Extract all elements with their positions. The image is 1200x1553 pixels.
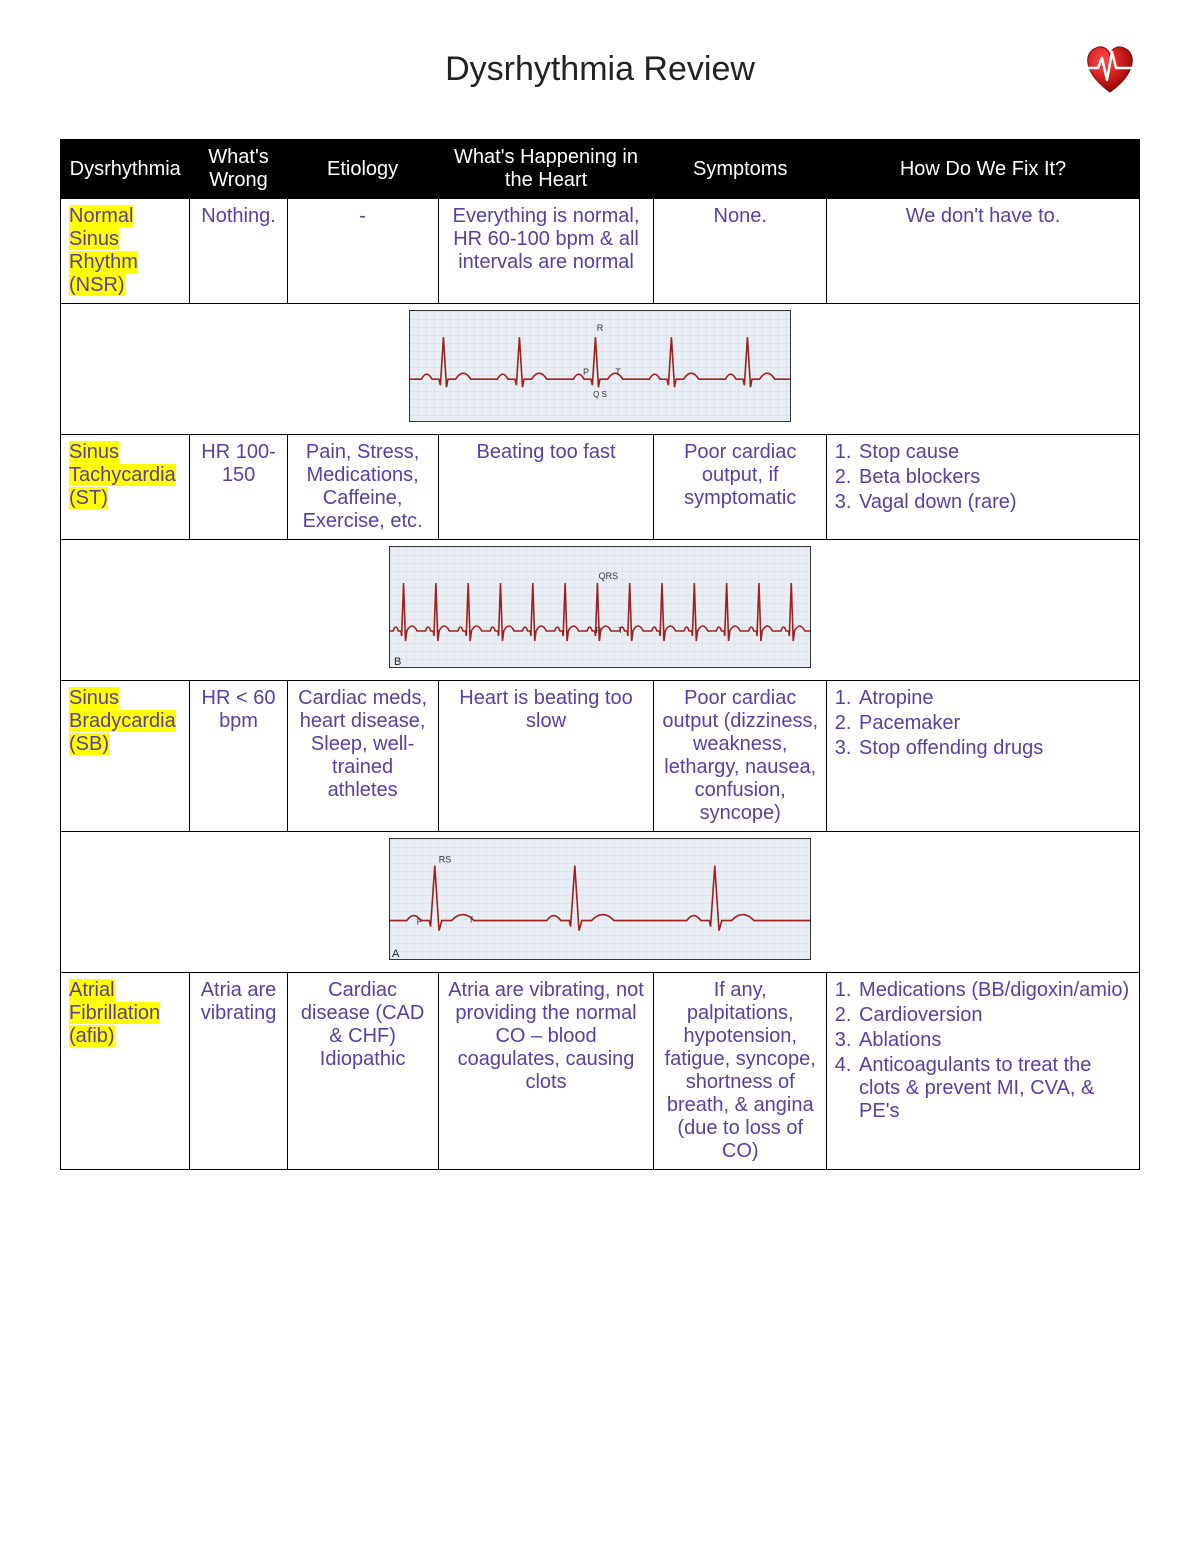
- svg-text:A: A: [392, 948, 400, 959]
- svg-text:T: T: [615, 367, 621, 377]
- fix: Stop causeBeta blockersVagal down (rare): [827, 435, 1140, 540]
- page-title: Dysrhythmia Review: [445, 50, 755, 89]
- dysrhythmia-name: Atrial Fibrillation (afib): [61, 973, 190, 1170]
- table-header: Symptoms: [654, 140, 827, 199]
- ecg-row: QRS P T B: [61, 540, 1140, 681]
- happening: Atria are vibrating, not providing the n…: [438, 973, 654, 1170]
- table-row: Sinus Tachycardia (ST)HR 100-150Pain, St…: [61, 435, 1140, 540]
- ecg-row: RS P T A: [61, 832, 1140, 973]
- svg-text:T: T: [618, 626, 623, 635]
- svg-text:Q S: Q S: [593, 390, 607, 399]
- table-row: Atrial Fibrillation (afib)Atria are vibr…: [61, 973, 1140, 1170]
- dysrhythmia-name: Normal Sinus Rhythm (NSR): [61, 199, 190, 304]
- fix-item: Atropine: [857, 687, 1131, 712]
- fix: AtropinePacemakerStop offending drugs: [827, 681, 1140, 832]
- fix-item: Stop offending drugs: [857, 737, 1131, 762]
- fix-item: Vagal down (rare): [857, 491, 1131, 516]
- table-header: What's Happening in the Heart: [438, 140, 654, 199]
- svg-text:T: T: [469, 916, 474, 925]
- fix: We don't have to.: [827, 199, 1140, 304]
- svg-text:RS: RS: [439, 855, 452, 865]
- fix-item: Medications (BB/digoxin/amio): [857, 979, 1131, 1004]
- etiology: -: [287, 199, 438, 304]
- symptoms: Poor cardiac output, if symptomatic: [654, 435, 827, 540]
- symptoms: None.: [654, 199, 827, 304]
- table-header: Etiology: [287, 140, 438, 199]
- fix-item: Pacemaker: [857, 712, 1131, 737]
- ecg-row: R P T Q S: [61, 304, 1140, 435]
- etiology: Pain, Stress, Medications, Caffeine, Exe…: [287, 435, 438, 540]
- whats-wrong: Nothing.: [190, 199, 287, 304]
- whats-wrong: HR 100-150: [190, 435, 287, 540]
- table-header: Dysrhythmia: [61, 140, 190, 199]
- fix: Medications (BB/digoxin/amio)Cardioversi…: [827, 973, 1140, 1170]
- ecg-strip: RS P T A: [61, 832, 1140, 973]
- fix-item: Ablations: [857, 1029, 1131, 1054]
- symptoms: If any, palpitations, hypotension, fatig…: [654, 973, 827, 1170]
- fix-item: Anticoagulants to treat the clots & prev…: [857, 1054, 1131, 1125]
- svg-text:B: B: [394, 656, 401, 667]
- fix-item: Beta blockers: [857, 466, 1131, 491]
- etiology: Cardiac meds, heart disease, Sleep, well…: [287, 681, 438, 832]
- svg-text:QRS: QRS: [599, 571, 619, 581]
- happening: Everything is normal, HR 60-100 bpm & al…: [438, 199, 654, 304]
- dysrhythmia-name: Sinus Tachycardia (ST): [61, 435, 190, 540]
- svg-text:R: R: [597, 323, 604, 333]
- dysrhythmia-table: DysrhythmiaWhat's WrongEtiologyWhat's Ha…: [60, 139, 1140, 1170]
- whats-wrong: Atria are vibrating: [190, 973, 287, 1170]
- table-row: Sinus Bradycardia (SB)HR < 60 bpmCardiac…: [61, 681, 1140, 832]
- table-header: How Do We Fix It?: [827, 140, 1140, 199]
- fix-item: Cardioversion: [857, 1004, 1131, 1029]
- happening: Beating too fast: [438, 435, 654, 540]
- happening: Heart is beating too slow: [438, 681, 654, 832]
- svg-text:P: P: [417, 918, 422, 927]
- symptoms: Poor cardiac output (dizziness, weakness…: [654, 681, 827, 832]
- svg-text:P: P: [596, 626, 601, 635]
- dysrhythmia-name: Sinus Bradycardia (SB): [61, 681, 190, 832]
- ecg-strip: QRS P T B: [61, 540, 1140, 681]
- ecg-strip: R P T Q S: [61, 304, 1140, 435]
- fix-item: Stop cause: [857, 441, 1131, 466]
- whats-wrong: HR < 60 bpm: [190, 681, 287, 832]
- svg-text:P: P: [583, 367, 589, 377]
- table-row: Normal Sinus Rhythm (NSR)Nothing.-Everyt…: [61, 199, 1140, 304]
- heart-icon: [1080, 40, 1140, 100]
- etiology: Cardiac disease (CAD & CHF) Idiopathic: [287, 973, 438, 1170]
- table-header: What's Wrong: [190, 140, 287, 199]
